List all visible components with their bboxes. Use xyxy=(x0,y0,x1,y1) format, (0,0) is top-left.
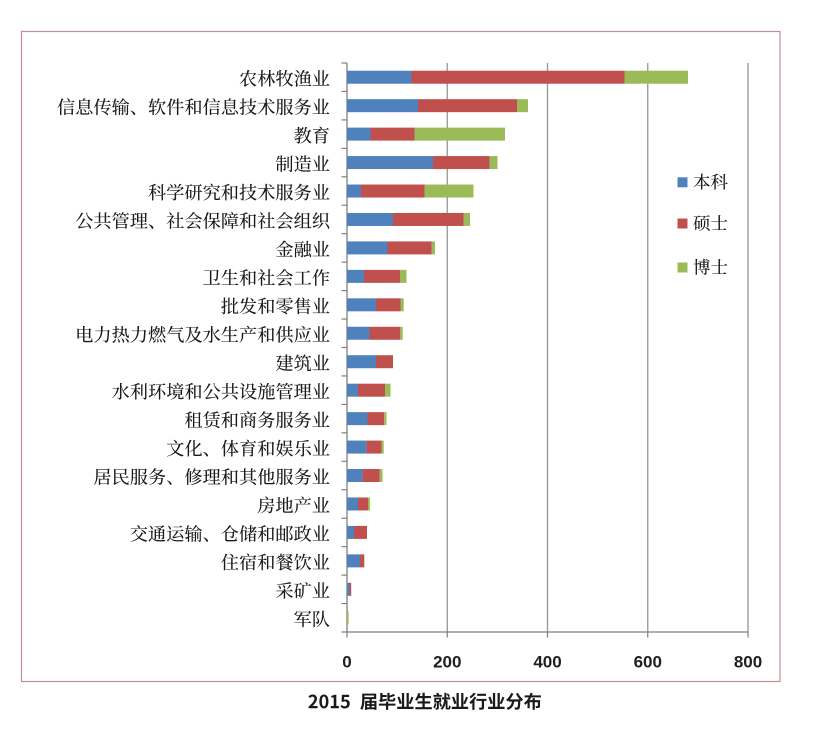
svg-text:0: 0 xyxy=(342,653,351,672)
svg-text:600: 600 xyxy=(634,653,662,672)
svg-text:800: 800 xyxy=(734,653,762,672)
svg-text:200: 200 xyxy=(433,653,461,672)
svg-text:400: 400 xyxy=(533,653,561,672)
